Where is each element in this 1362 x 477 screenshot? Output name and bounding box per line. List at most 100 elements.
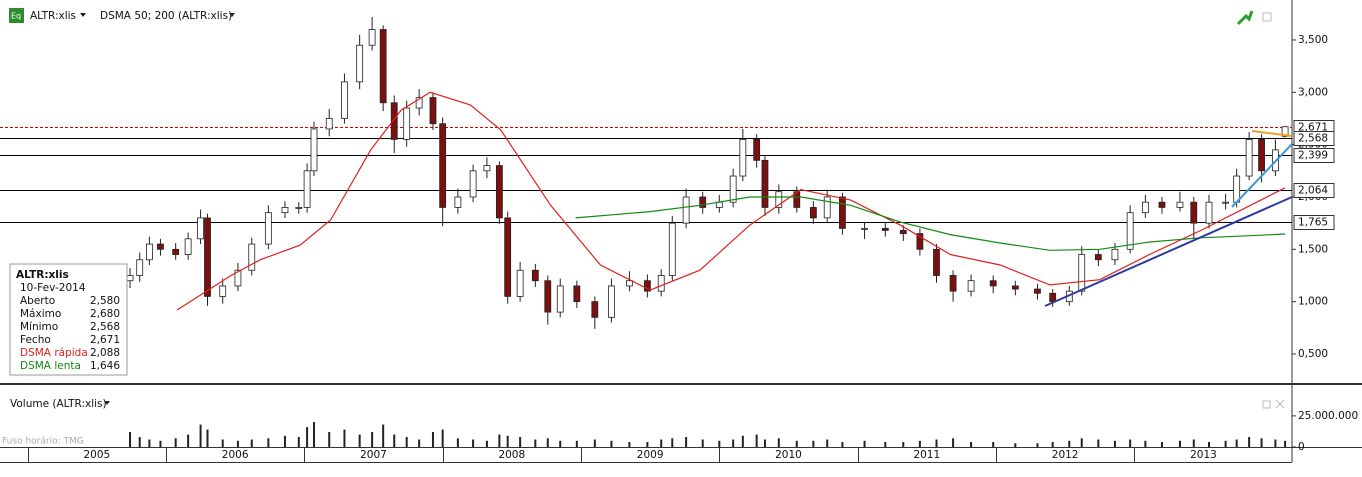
window-button[interactable] — [1262, 400, 1271, 409]
trend-line — [1251, 130, 1293, 137]
candle-body — [608, 285, 615, 318]
candle-body — [495, 165, 503, 219]
candle-body — [1281, 126, 1289, 137]
dropdown-arrow[interactable] — [229, 13, 235, 17]
volume-bar — [498, 434, 501, 447]
candle-body — [899, 230, 907, 235]
level-label-box — [1293, 131, 1335, 146]
volume-bar — [1192, 439, 1195, 447]
volume-bar — [970, 442, 973, 447]
volume-bar — [148, 439, 151, 447]
candle-body — [126, 275, 134, 282]
legend-value: 1,646 — [90, 360, 120, 372]
volume-bar — [952, 438, 955, 447]
candle-body — [839, 196, 846, 229]
volume-bar — [221, 439, 224, 447]
info-value: 2,580 — [90, 295, 120, 307]
volume-bar — [456, 438, 459, 447]
candle-body — [626, 280, 633, 287]
candle-body — [136, 259, 144, 276]
legend-label: DSMA rápida — [20, 347, 88, 359]
candle-body — [341, 81, 348, 119]
window-button[interactable] — [1262, 12, 1272, 22]
candle-body — [504, 217, 512, 297]
candle-body — [933, 248, 940, 276]
volume-bar — [701, 439, 704, 447]
volume-bar — [1178, 440, 1181, 447]
info-title: ALTR:xlis — [16, 269, 69, 281]
volume-bar — [159, 440, 162, 447]
volume-bar — [519, 437, 522, 447]
candle-body — [281, 207, 289, 214]
volume-bar — [199, 424, 202, 447]
x-tick-label: 2013 — [1190, 449, 1217, 461]
volume-bar — [1113, 440, 1116, 447]
candle-body — [761, 159, 769, 208]
volume-bar — [777, 438, 780, 447]
volume-bar — [863, 440, 866, 447]
volume-bar — [267, 438, 270, 447]
volume-bar — [1144, 440, 1147, 447]
candle-body — [643, 280, 651, 292]
volume-bar — [593, 439, 596, 447]
candle-body — [197, 217, 204, 240]
candle-body — [295, 207, 303, 209]
symbol-name[interactable]: ALTR:xlis — [30, 10, 76, 22]
volume-bar — [812, 440, 815, 447]
volume-bar — [358, 434, 361, 447]
volume-bar — [187, 434, 190, 447]
candle-body — [967, 280, 975, 292]
moving-average-line — [176, 91, 1286, 311]
volume-bar — [1284, 440, 1287, 447]
level-label: 2,671 — [1298, 122, 1328, 134]
x-tick-label: 2007 — [360, 449, 387, 461]
volume-title[interactable]: Volume (ALTR:xlis) — [10, 398, 107, 410]
candle-body — [234, 269, 242, 287]
trend-icon[interactable] — [1236, 10, 1254, 26]
volume-bar — [441, 429, 444, 447]
candle-body — [303, 170, 311, 208]
dropdown-arrow[interactable] — [80, 13, 86, 17]
candle-body — [916, 233, 924, 250]
volume-bar — [1036, 443, 1039, 447]
volume-bar — [405, 437, 408, 447]
volume-bar — [660, 439, 663, 447]
volume-bar — [628, 442, 631, 447]
volume-bar — [418, 439, 421, 447]
y-tick-label: 3,000 — [1298, 86, 1328, 98]
candle-body — [248, 243, 256, 271]
level-label-box — [1293, 148, 1335, 163]
volume-bar — [1274, 439, 1277, 447]
dropdown-arrow[interactable] — [104, 401, 110, 405]
volume-bar — [343, 429, 346, 447]
x-tick-label: 2012 — [1052, 449, 1079, 461]
volume-bar — [826, 439, 829, 447]
candle-body — [264, 212, 272, 245]
candle-body — [881, 227, 889, 231]
candle-body — [775, 191, 783, 208]
volume-bar — [685, 437, 688, 447]
candle-body — [1176, 201, 1184, 208]
volume-bar — [763, 439, 766, 447]
symbol-icon[interactable] — [9, 8, 24, 23]
y-tick-label: 25.000.000 — [1298, 410, 1358, 422]
volume-bar — [755, 434, 758, 447]
indicator-name[interactable]: DSMA 50; 200 (ALTR:xlis) — [100, 10, 232, 22]
volume-bar — [1160, 442, 1163, 447]
candle-body — [1233, 175, 1241, 203]
volume-bar — [1248, 437, 1251, 447]
candle-body — [544, 280, 552, 313]
info-value: 2,680 — [90, 308, 120, 320]
candle-body — [1049, 292, 1057, 303]
candle-body — [172, 248, 180, 255]
level-label: 1,765 — [1298, 217, 1328, 229]
volume-bar — [1080, 438, 1083, 447]
volume-bar — [1208, 442, 1211, 447]
candle-body — [682, 196, 690, 224]
y-tick-label: 1,000 — [1298, 296, 1328, 308]
level-label-box — [1293, 183, 1335, 198]
volume-bar — [671, 438, 674, 447]
close-button[interactable] — [1275, 399, 1285, 409]
